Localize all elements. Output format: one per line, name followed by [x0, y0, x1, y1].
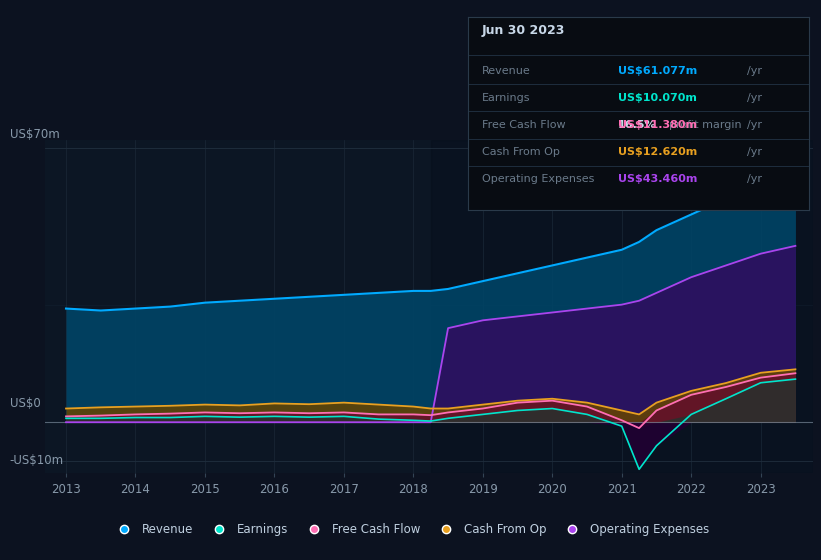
Text: /yr: /yr: [747, 174, 763, 184]
Text: /yr: /yr: [747, 120, 763, 130]
Text: US$61.077m: US$61.077m: [618, 66, 697, 76]
Text: -US$10m: -US$10m: [10, 454, 64, 467]
Text: US$70m: US$70m: [10, 128, 60, 141]
Text: US$11.380m: US$11.380m: [618, 120, 697, 130]
Text: Jun 30 2023: Jun 30 2023: [482, 24, 565, 37]
Text: Cash From Op: Cash From Op: [482, 147, 559, 157]
Text: profit margin: profit margin: [669, 120, 741, 130]
Text: Free Cash Flow: Free Cash Flow: [482, 120, 565, 130]
Text: US$0: US$0: [10, 396, 40, 410]
Text: 16.5%: 16.5%: [618, 120, 657, 130]
Text: /yr: /yr: [747, 66, 763, 76]
Legend: Revenue, Earnings, Free Cash Flow, Cash From Op, Operating Expenses: Revenue, Earnings, Free Cash Flow, Cash …: [108, 518, 713, 540]
Text: /yr: /yr: [747, 93, 763, 103]
Text: US$43.460m: US$43.460m: [618, 174, 697, 184]
Text: Operating Expenses: Operating Expenses: [482, 174, 594, 184]
Text: Earnings: Earnings: [482, 93, 530, 103]
Text: US$12.620m: US$12.620m: [618, 147, 697, 157]
Text: /yr: /yr: [747, 147, 763, 157]
Text: Revenue: Revenue: [482, 66, 530, 76]
Bar: [431, 140, 813, 473]
Text: US$10.070m: US$10.070m: [618, 93, 697, 103]
